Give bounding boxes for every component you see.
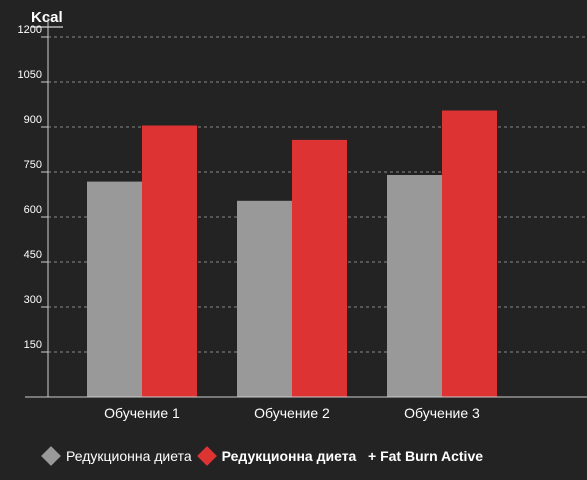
bar-diet-1 [87, 181, 142, 397]
legend: Редукционна диета Редукционна диета + Fa… [41, 446, 484, 466]
y-tick-label: 300 [24, 294, 42, 306]
legend-label: Редукционна диета + Fat Burn Active [221, 448, 484, 464]
bar-diet-fat-burn-2 [292, 139, 347, 397]
y-tick-label: 600 [24, 204, 42, 216]
y-tick-label: 450 [24, 249, 42, 261]
legend-label: Редукционна диета [66, 448, 192, 464]
x-category-label: Обучение 3 [404, 405, 480, 421]
y-tick-label: 1200 [18, 24, 42, 36]
x-axis-labels: Обучение 1 Обучение 2 Обучение 3 [104, 405, 480, 421]
y-axis-ticks: 150 300 450 600 750 900 1050 1200 [18, 24, 48, 353]
y-axis-unit-label: Kcal [31, 9, 63, 26]
legend-item-series-1[interactable]: Редукционна диета [41, 446, 192, 466]
x-category-label: Обучение 2 [254, 405, 330, 421]
bar-diet-fat-burn-1 [142, 125, 197, 397]
y-tick-label: 150 [24, 339, 42, 351]
legend-diamond-icon [41, 446, 61, 466]
y-tick-label: 750 [24, 159, 42, 171]
y-tick-label: 1050 [18, 69, 42, 81]
legend-item-series-2[interactable]: Редукционна диета + Fat Burn Active [192, 446, 484, 466]
bar-diet-fat-burn-3 [442, 110, 497, 397]
bar-diet-2 [237, 200, 292, 397]
x-category-label: Обучение 1 [104, 405, 180, 421]
y-tick-label: 900 [24, 114, 42, 126]
bar-diet-3 [387, 175, 442, 397]
bars [87, 110, 497, 397]
legend-diamond-icon [196, 446, 217, 466]
